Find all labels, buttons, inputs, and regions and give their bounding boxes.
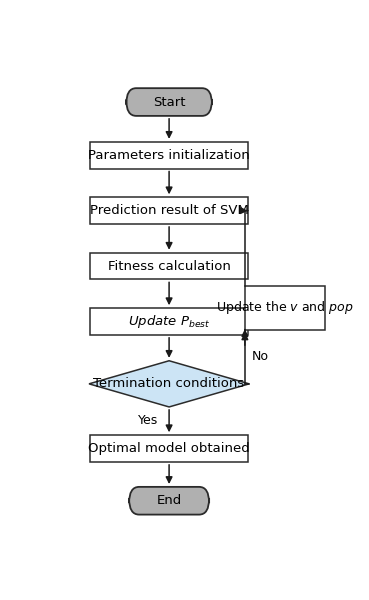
FancyBboxPatch shape	[129, 487, 209, 515]
Bar	[245, 286, 325, 329]
Polygon shape	[89, 361, 249, 407]
Text: Update the $v$ and $pop$: Update the $v$ and $pop$	[216, 299, 354, 316]
Text: Yes: Yes	[138, 414, 158, 427]
Text: Prediction result of SVM: Prediction result of SVM	[90, 204, 249, 217]
Bar	[90, 142, 248, 169]
Text: Termination conditions: Termination conditions	[93, 377, 245, 391]
FancyBboxPatch shape	[126, 88, 212, 116]
Text: Optimal model obtained: Optimal model obtained	[88, 442, 250, 455]
Text: Fitness calculation: Fitness calculation	[108, 260, 231, 272]
Text: No: No	[252, 350, 269, 363]
Text: Start: Start	[153, 95, 185, 109]
Bar	[90, 308, 248, 335]
Bar	[90, 197, 248, 224]
Bar	[90, 435, 248, 462]
Text: Parameters initialization: Parameters initialization	[88, 149, 250, 161]
Bar	[90, 253, 248, 280]
Text: End: End	[156, 494, 182, 507]
Text: Update $P_{best}$: Update $P_{best}$	[128, 313, 210, 330]
